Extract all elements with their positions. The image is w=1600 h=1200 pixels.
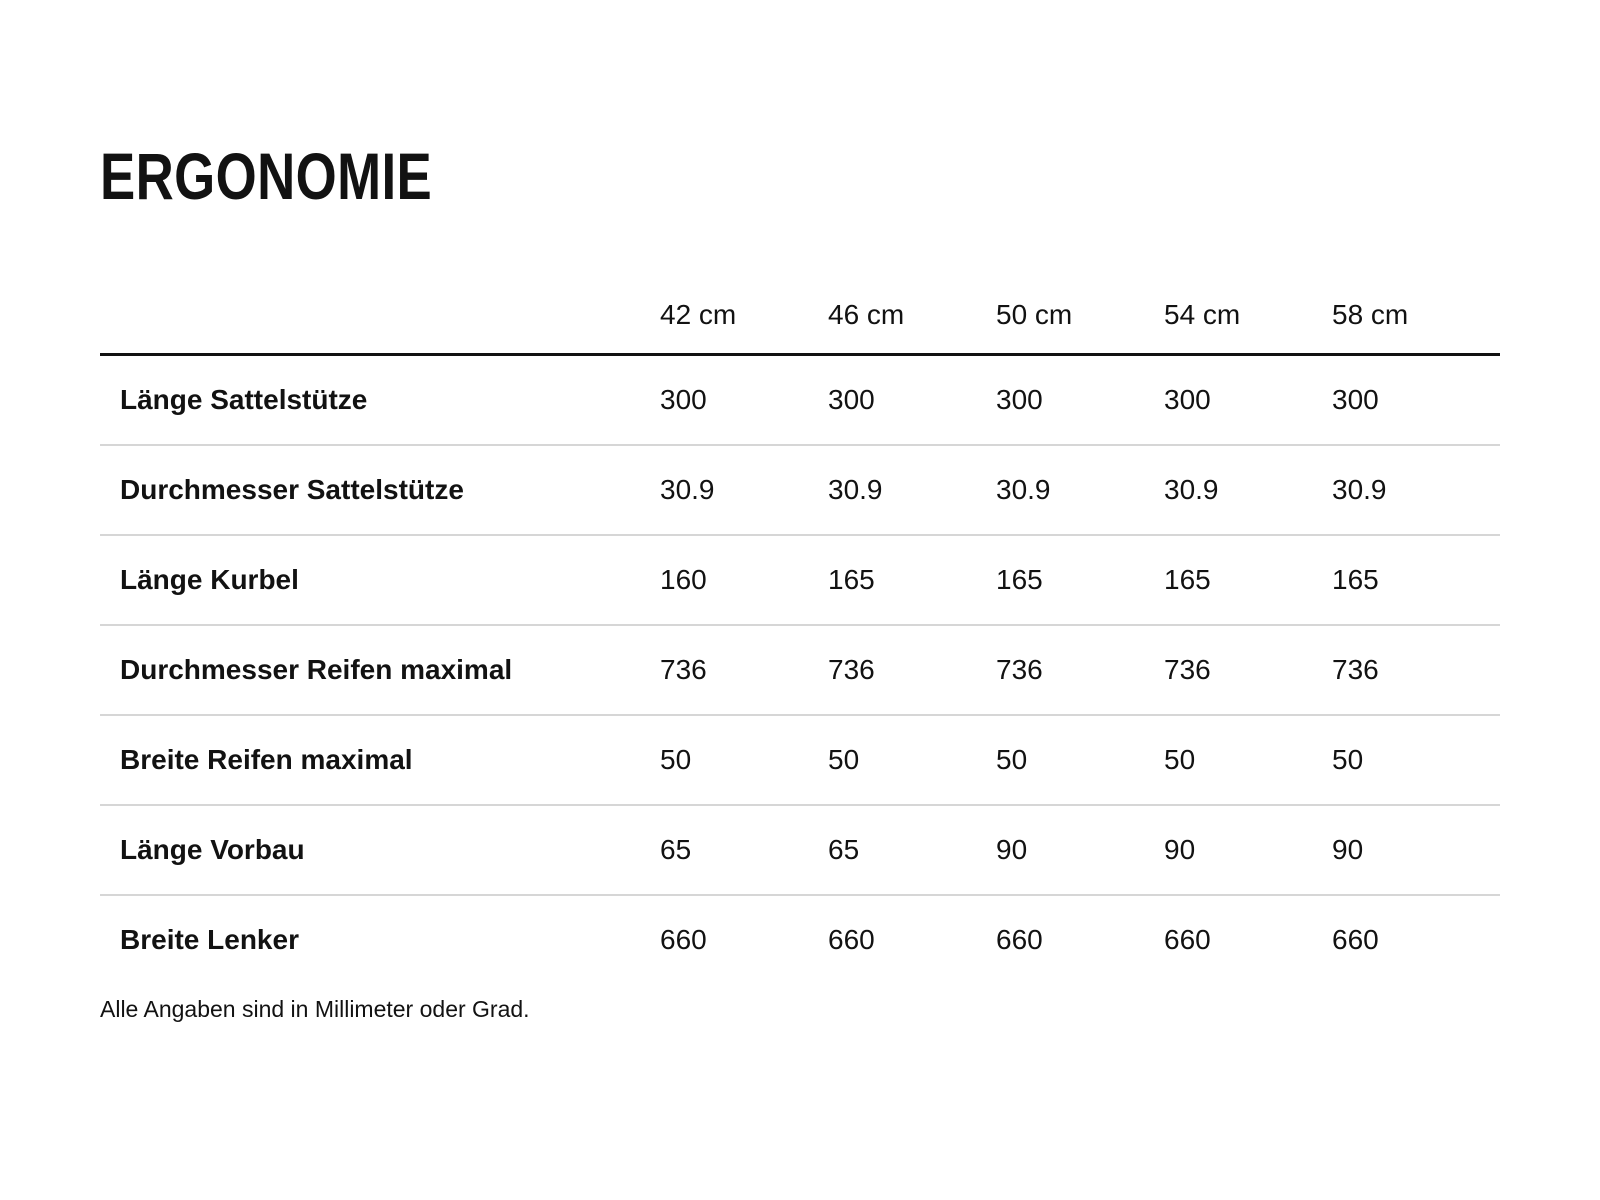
cell-value: 300: [660, 354, 828, 446]
cell-value: 50: [1332, 714, 1500, 806]
cell-value: 30.9: [1332, 444, 1500, 536]
cell-value: 30.9: [828, 444, 996, 536]
cell-value: 165: [828, 534, 996, 626]
column-header-50cm: 50 cm: [996, 248, 1164, 356]
page-title-text: ERGONOMIE: [100, 139, 433, 213]
cell-value: 736: [1164, 624, 1332, 716]
row-label: Länge Sattelstütze: [100, 354, 660, 446]
cell-value: 300: [1332, 354, 1500, 446]
cell-value: 300: [828, 354, 996, 446]
cell-value: 300: [996, 354, 1164, 446]
row-label: Durchmesser Sattelstütze: [100, 444, 660, 536]
ergonomics-table: 42 cm 46 cm 50 cm 54 cm 58 cm Länge Satt…: [100, 248, 1500, 984]
table-row: Durchmesser Reifen maximal 736 736 736 7…: [100, 624, 1500, 716]
cell-value: 30.9: [996, 444, 1164, 536]
column-header-empty: [100, 248, 660, 356]
page-title: ERGONOMIE: [100, 0, 1500, 213]
cell-value: 165: [1332, 534, 1500, 626]
cell-value: 165: [996, 534, 1164, 626]
cell-value: 30.9: [1164, 444, 1332, 536]
column-header-42cm: 42 cm: [660, 248, 828, 356]
cell-value: 660: [660, 923, 707, 955]
row-label: Länge Vorbau: [100, 804, 660, 896]
table-row: Länge Sattelstütze 300 300 300 300 300: [100, 354, 1500, 446]
cell-value: 50: [828, 714, 996, 806]
column-header-46cm: 46 cm: [828, 248, 996, 356]
cell-value: 160: [660, 534, 828, 626]
cell-value: 660: [1164, 923, 1211, 955]
cell-value: 736: [996, 624, 1164, 716]
cell-value: 90: [1332, 804, 1500, 896]
header-row: 42 cm 46 cm 50 cm 54 cm 58 cm: [100, 248, 1500, 356]
cell-value: 660: [996, 923, 1043, 955]
row-label: Breite Lenker: [120, 923, 299, 955]
cell-value: 50: [660, 714, 828, 806]
cell-value: 65: [828, 804, 996, 896]
row-label: Breite Reifen maximal: [100, 714, 660, 806]
cell-value: 90: [1164, 804, 1332, 896]
row-label: Länge Kurbel: [100, 534, 660, 626]
table-row: Durchmesser Sattelstütze 30.9 30.9 30.9 …: [100, 444, 1500, 536]
row-label: Durchmesser Reifen maximal: [100, 624, 660, 716]
cell-value: 50: [996, 714, 1164, 806]
units-footnote: Alle Angaben sind in Millimeter oder Gra…: [100, 995, 530, 1022]
cell-value: 50: [1164, 714, 1332, 806]
cell-value: 660: [828, 923, 875, 955]
cell-value: 65: [660, 804, 828, 896]
cell-value: 736: [660, 624, 828, 716]
cell-value: 660: [1332, 923, 1379, 955]
column-header-58cm: 58 cm: [1332, 248, 1500, 356]
table-row: Länge Kurbel 160 165 165 165 165: [100, 534, 1500, 626]
cell-value: 165: [1164, 534, 1332, 626]
cell-value: 736: [828, 624, 996, 716]
cell-value: 90: [996, 804, 1164, 896]
column-header-54cm: 54 cm: [1164, 248, 1332, 356]
table-row: Länge Vorbau 65 65 90 90 90: [100, 804, 1500, 896]
cell-value: 300: [1164, 354, 1332, 446]
table-row: Breite Lenker 660 660 660 660 660: [100, 895, 1500, 984]
cell-value: 736: [1332, 624, 1500, 716]
ergonomics-section: ERGONOMIE 42 cm 46 cm 50 cm 54 cm 58 cm: [100, 0, 1500, 1023]
table-row: Breite Reifen maximal 50 50 50 50 50: [100, 714, 1500, 806]
cell-value: 30.9: [660, 444, 828, 536]
